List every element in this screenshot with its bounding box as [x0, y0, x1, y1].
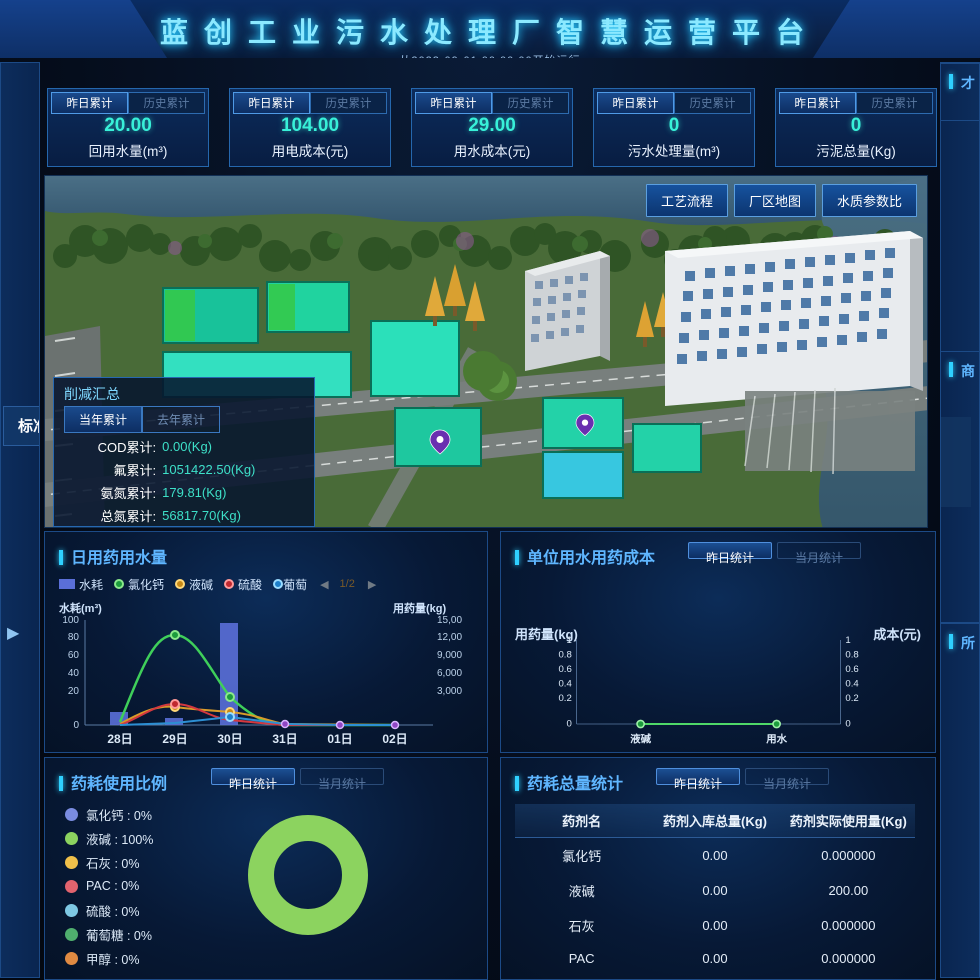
svg-text:30日: 30日 [217, 732, 242, 746]
svg-text:29日: 29日 [162, 732, 187, 746]
svg-text:80: 80 [68, 632, 80, 643]
svg-text:1: 1 [566, 635, 571, 646]
svg-text:0.4: 0.4 [558, 678, 572, 689]
svg-text:28日: 28日 [107, 732, 132, 746]
svg-text:0.8: 0.8 [558, 650, 571, 661]
svg-text:0: 0 [566, 718, 571, 729]
svg-text:6,000: 6,000 [437, 668, 462, 679]
svg-text:用水: 用水 [765, 732, 787, 745]
svg-text:9,000: 9,000 [437, 650, 462, 661]
svg-text:0.6: 0.6 [558, 664, 571, 675]
svg-text:液碱: 液碱 [630, 732, 651, 745]
svg-text:60: 60 [68, 650, 80, 661]
svg-text:0.6: 0.6 [845, 664, 858, 675]
svg-text:用药量(kg): 用药量(kg) [393, 601, 446, 615]
svg-text:0.2: 0.2 [845, 693, 858, 704]
svg-text:0: 0 [845, 718, 850, 729]
svg-text:02日: 02日 [382, 732, 407, 746]
svg-text:0.4: 0.4 [845, 678, 859, 689]
svg-text:15,00: 15,00 [437, 615, 462, 626]
svg-text:1: 1 [845, 635, 850, 646]
svg-text:3,000: 3,000 [437, 686, 462, 697]
svg-text:40: 40 [68, 668, 80, 679]
svg-text:0: 0 [73, 720, 79, 731]
svg-text:31日: 31日 [272, 732, 297, 746]
svg-text:20: 20 [68, 686, 80, 697]
svg-text:12,00: 12,00 [437, 632, 462, 643]
svg-text:01日: 01日 [327, 732, 352, 746]
svg-text:100: 100 [62, 615, 79, 626]
svg-text:0.2: 0.2 [558, 693, 571, 704]
svg-text:水耗(m³): 水耗(m³) [59, 601, 102, 615]
svg-text:0.8: 0.8 [845, 650, 858, 661]
